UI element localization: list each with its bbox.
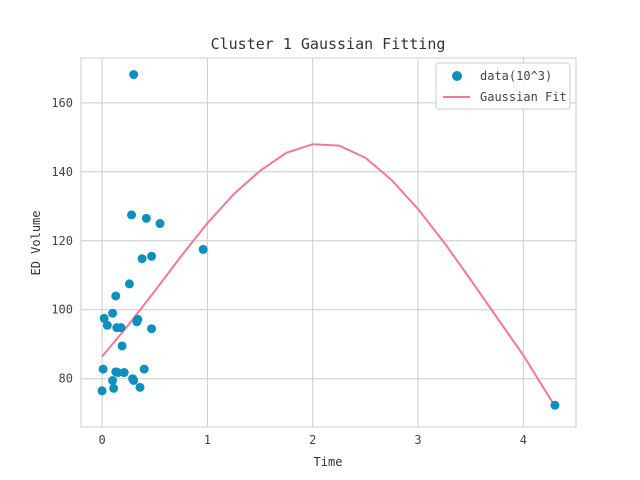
data-point <box>102 320 112 330</box>
legend-marker-data <box>452 71 462 81</box>
x-tick-label: 0 <box>98 433 105 447</box>
chart-title: Cluster 1 Gaussian Fitting <box>211 35 446 53</box>
x-axis-ticks: 0 1 2 3 4 <box>98 433 527 447</box>
data-point <box>116 323 126 333</box>
data-point <box>113 368 123 378</box>
x-tick-label: 3 <box>414 433 421 447</box>
data-point <box>124 279 134 289</box>
data-point <box>129 375 139 385</box>
x-tick-label: 2 <box>309 433 316 447</box>
data-point <box>108 375 118 385</box>
y-tick-label: 120 <box>51 234 73 248</box>
data-point <box>155 219 165 229</box>
data-point <box>129 70 139 80</box>
y-axis-ticks: 80 100 120 140 160 <box>51 96 73 386</box>
legend-label-data: data(10^3) <box>480 69 552 83</box>
series-layer <box>97 70 560 410</box>
data-point <box>137 254 147 264</box>
legend: data(10^3) Gaussian Fit <box>435 62 571 110</box>
data-point <box>198 244 208 254</box>
y-tick-label: 100 <box>51 303 73 317</box>
data-point <box>108 308 118 318</box>
legend-label-fit: Gaussian Fit <box>480 90 567 104</box>
y-tick-label: 140 <box>51 165 73 179</box>
data-point <box>135 382 145 392</box>
data-point <box>111 291 121 301</box>
data-point <box>132 317 142 327</box>
data-point <box>97 386 107 396</box>
x-tick-label: 1 <box>204 433 211 447</box>
data-point <box>99 313 109 323</box>
data-point <box>141 213 151 223</box>
x-tick-label: 4 <box>520 433 527 447</box>
data-point <box>147 251 157 261</box>
gaussian-fit-line <box>101 143 556 407</box>
plot-frame <box>80 57 577 428</box>
data-point <box>117 341 127 351</box>
data-point <box>119 368 129 378</box>
y-tick-label: 80 <box>59 372 73 386</box>
data-point <box>98 364 108 374</box>
data-point <box>139 364 149 374</box>
y-axis-label: ED Volume <box>29 210 43 275</box>
data-point <box>109 383 119 393</box>
data-point <box>127 210 137 220</box>
data-point <box>147 324 157 334</box>
data-point <box>550 400 560 410</box>
x-axis-label: Time <box>314 455 343 469</box>
y-tick-label: 160 <box>51 96 73 110</box>
